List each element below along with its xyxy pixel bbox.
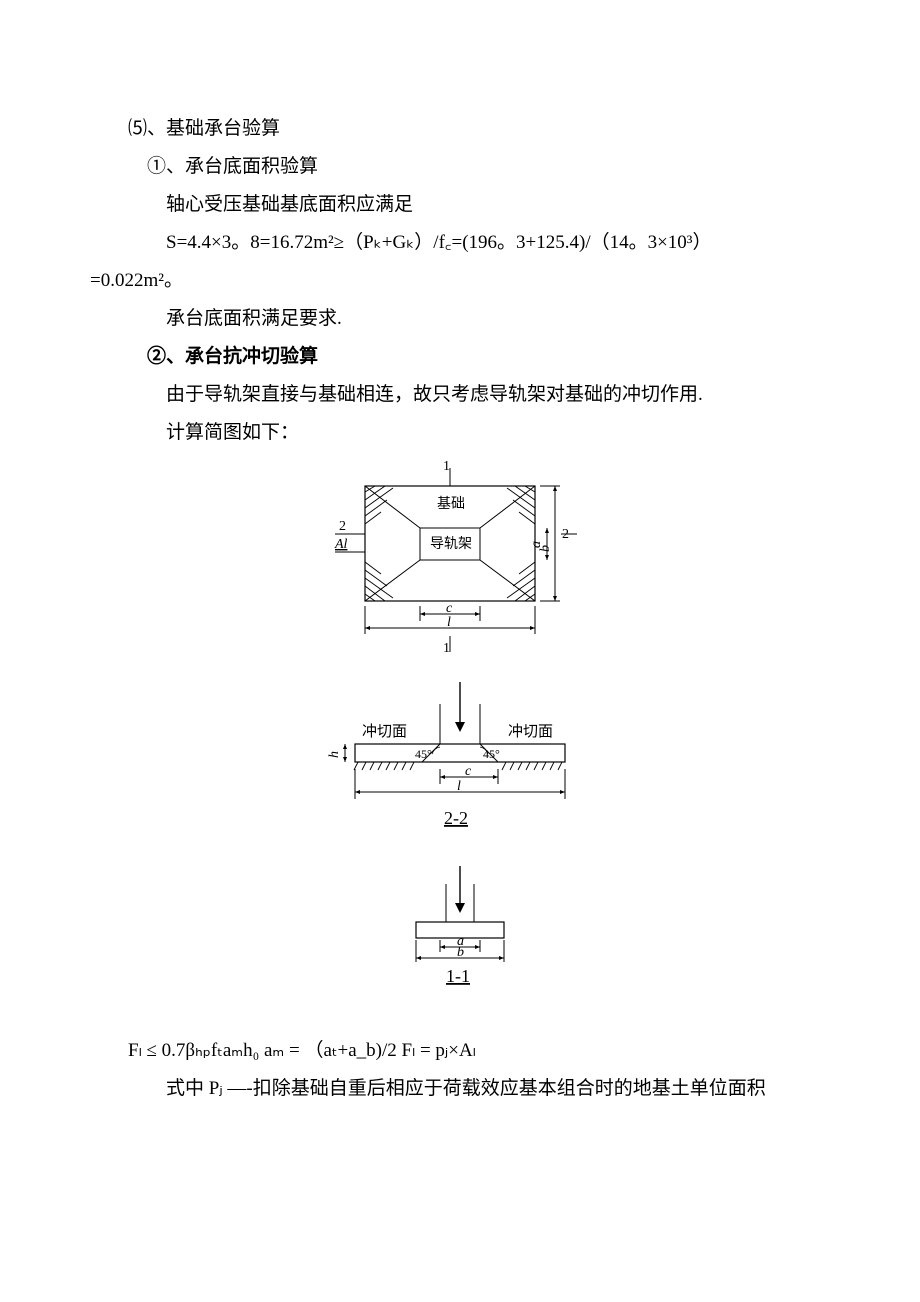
item1-title: ①、承台底面积验算 [90, 148, 830, 186]
d2-h: h [327, 751, 342, 758]
item2-line1: 由于导轨架直接与基础相连，故只考虑导轨架对基础的冲切作用. [90, 376, 830, 414]
d2-l: l [457, 779, 461, 794]
d2-section: 2-2 [444, 808, 468, 828]
d1-daoguijia: 导轨架 [430, 536, 472, 552]
d3-b: b [457, 945, 464, 960]
diagram-section-1-1: a b 1-1 [380, 862, 540, 1002]
d3-section: 1-1 [446, 966, 470, 986]
d1-l: l [447, 615, 451, 630]
item1-result: =0.022m²。 [90, 262, 830, 300]
formula-explain: 式中 Pⱼ —-扣除基础自重后相应于荷载效应基本组合时的地基土单位面积 [90, 1070, 830, 1108]
diagrams: 1 1 2 Al 2 a b [90, 456, 830, 1002]
d1-top-1: 1 [443, 459, 450, 474]
item1-formula: S=4.4×3。8=16.72m²≥（Pₖ+Gₖ）/f꜀=(196。3+125.… [90, 224, 830, 262]
diagram-section-2-2: 45° 45° 冲切面 冲切面 h [320, 674, 600, 844]
d2-ang2: 45° [483, 747, 500, 761]
document-page: ⑸、基础承台验算 ①、承台底面积验算 轴心受压基础基底面积应满足 S=4.4×3… [0, 0, 920, 1302]
item1-line1: 轴心受压基础基底面积应满足 [90, 186, 830, 224]
diagram-plan-view: 1 1 2 Al 2 a b [325, 456, 595, 656]
section-5-title: ⑸、基础承台验算 [90, 110, 830, 148]
d1-left-al: Al [334, 537, 348, 552]
item2-line2: 计算简图如下： [90, 414, 830, 452]
formula-line: Fₗ ≤ 0.7βₕₚfₜaₘh₀ aₘ = （aₜ+a_b)/2 Fₗ = p… [90, 1032, 830, 1070]
d2-right-label: 冲切面 [508, 723, 553, 740]
d1-c: c [446, 601, 453, 616]
d2-left-label: 冲切面 [362, 723, 407, 740]
item2-title: ②、承台抗冲切验算 [90, 338, 830, 376]
d1-bottom-1: 1 [443, 641, 450, 656]
d1-jichu: 基础 [437, 495, 465, 512]
d2-ang1: 45° [415, 747, 432, 761]
d1-left-2: 2 [339, 519, 346, 534]
d1-b: b [538, 545, 553, 552]
item1-conclusion: 承台底面积满足要求. [90, 300, 830, 338]
d2-c: c [465, 764, 472, 779]
